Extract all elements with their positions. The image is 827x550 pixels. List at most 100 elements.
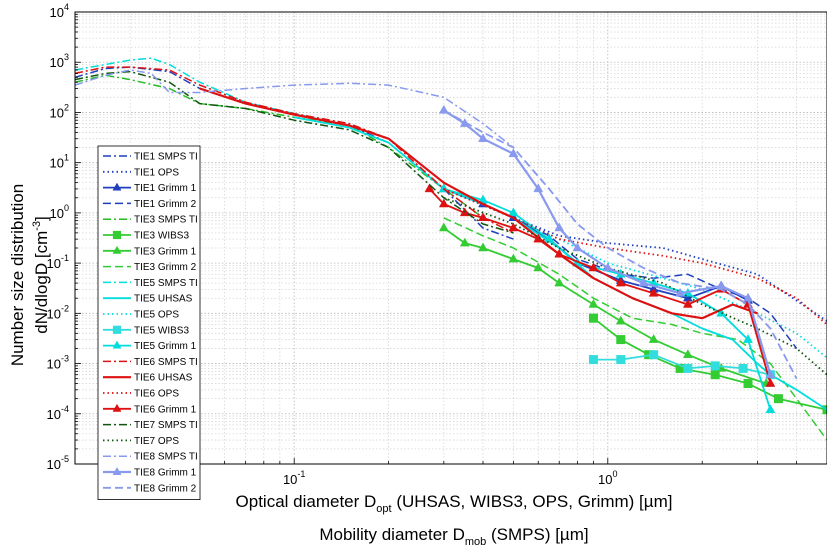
- y-tick-label: 101: [50, 153, 69, 171]
- y-tick-label: 100: [50, 203, 69, 221]
- y-tick-label-base: 10: [47, 256, 61, 271]
- y-tick-label-exponent: -5: [61, 454, 69, 464]
- legend-entry: TIE8 SMPS TI: [103, 452, 198, 463]
- series-line: [443, 109, 798, 380]
- legend-label: TIE6 SMPS TI: [134, 357, 198, 368]
- data-point: [682, 349, 693, 358]
- series-18: [443, 196, 827, 376]
- data-point: [716, 307, 727, 317]
- legend-label: TIE5 Grimm 1: [134, 341, 197, 352]
- y-tick-label-exponent: 2: [64, 102, 69, 112]
- legend-entry: TIE3 Grimm 1: [103, 245, 197, 257]
- data-point: [743, 292, 753, 302]
- data-point: [616, 355, 626, 365]
- y-tick-label-exponent: 3: [64, 52, 69, 62]
- y-tick-label-base: 10: [50, 5, 64, 20]
- legend-entry: TIE1 Grimm 1: [103, 182, 197, 194]
- series-7: [443, 217, 827, 441]
- series-20: [438, 104, 776, 378]
- data-point: [738, 363, 748, 373]
- series-14: [199, 87, 758, 320]
- data-point: [588, 262, 599, 272]
- data-point: [615, 315, 626, 325]
- legend-marker: [112, 403, 122, 412]
- legend-label: TIE3 SMPS TI: [134, 215, 198, 226]
- legend-label: TIE5 WIBS3: [134, 325, 189, 336]
- data-point: [765, 369, 776, 378]
- x-axis-label-line2-main: Mobility diameter D: [319, 525, 465, 544]
- series-21: [443, 109, 798, 380]
- data-point: [765, 404, 776, 414]
- legend-entry: TIE7 OPS: [103, 436, 179, 447]
- data-point: [508, 253, 519, 263]
- x-tick-label-exponent: 0: [613, 469, 618, 479]
- y-tick-label: 102: [50, 102, 69, 120]
- y-tick-label: 10-2: [47, 303, 69, 321]
- x-axis-label-line2: Mobility diameter Dmob (SMPS) [µm]: [319, 525, 588, 548]
- data-point: [424, 183, 435, 193]
- data-point: [616, 335, 626, 345]
- y-tick-label-exponent: -1: [61, 253, 69, 263]
- y-tick-label: 10-4: [47, 404, 69, 422]
- data-point: [588, 298, 599, 308]
- x-axis-label-line1-rest: (UHSAS, WIBS3, OPS, Grimm) [µm]: [392, 492, 673, 511]
- data-point: [716, 280, 727, 290]
- x-axis-label-line1: Optical diameter Dopt (UHSAS, WIBS3, OPS…: [236, 492, 673, 515]
- series-line: [74, 74, 514, 229]
- y-tick-label-base: 10: [47, 306, 61, 321]
- x-tick-label: 100: [598, 469, 617, 487]
- data-point: [554, 222, 565, 232]
- series-line: [74, 66, 514, 234]
- legend-label: TIE1 Grimm 1: [134, 183, 197, 194]
- x-axis-label-line1-main: Optical diameter D: [236, 492, 377, 511]
- grid-layer: [74, 11, 827, 465]
- y-axis-label-line2-main: dN/dlogD [cm: [32, 231, 51, 334]
- x-axis-label-line1-subscript: opt: [376, 503, 391, 515]
- y-tick-label: 103: [50, 52, 69, 70]
- legend-label: TIE3 WIBS3: [134, 231, 189, 242]
- x-axis-label-line2-rest: (SMPS) [µm]: [486, 525, 588, 544]
- legend-entry: TIE5 Grimm 1: [103, 340, 197, 352]
- series-15: [443, 188, 827, 326]
- data-point: [743, 334, 753, 343]
- series-line: [443, 217, 827, 441]
- legend-entry: TIE6 Grimm 1: [103, 403, 197, 415]
- y-tick-label-exponent: -2: [61, 303, 69, 313]
- data-point: [588, 313, 598, 323]
- series-line: [74, 70, 514, 234]
- legend-marker: [112, 325, 122, 334]
- data-point: [638, 277, 649, 287]
- y-axis-label-line1: Number size distribution: [8, 184, 27, 366]
- data-point: [478, 212, 488, 222]
- legend-label: TIE1 OPS: [134, 167, 179, 178]
- legend-entry: TIE6 SMPS TI: [103, 357, 198, 368]
- legend-label: TIE5 UHSAS: [134, 294, 193, 305]
- legend-entry: TIE5 UHSAS: [103, 294, 193, 305]
- legend-label: TIE3 Grimm 2: [134, 262, 197, 273]
- y-tick-label-base: 10: [47, 407, 61, 422]
- data-point: [822, 405, 827, 415]
- y-tick-label-exponent: -3: [61, 354, 69, 364]
- legend-marker: [112, 466, 122, 475]
- y-tick-label: 10-5: [47, 454, 69, 472]
- series-layer: [74, 57, 827, 441]
- data-point: [648, 287, 659, 297]
- data-point: [682, 298, 693, 308]
- y-tick-label-base: 10: [47, 457, 61, 472]
- series-line: [443, 227, 767, 385]
- y-tick-label: 10-3: [47, 354, 69, 372]
- legend-entry: TIE6 OPS: [103, 389, 179, 400]
- y-tick-label-exponent: 4: [64, 2, 69, 12]
- legend-label: TIE5 SMPS TI: [134, 278, 198, 289]
- series-16: [424, 183, 776, 387]
- data-point: [615, 277, 626, 287]
- data-point: [459, 237, 470, 247]
- legend-box: [97, 145, 201, 501]
- legend-label: TIE6 Grimm 1: [134, 404, 197, 415]
- legend-entry: TIE7 SMPS TI: [103, 420, 198, 431]
- legend-entry: TIE3 WIBS3: [103, 231, 189, 242]
- series-line: [443, 188, 827, 359]
- legend-entry: TIE6 UHSAS: [103, 373, 193, 384]
